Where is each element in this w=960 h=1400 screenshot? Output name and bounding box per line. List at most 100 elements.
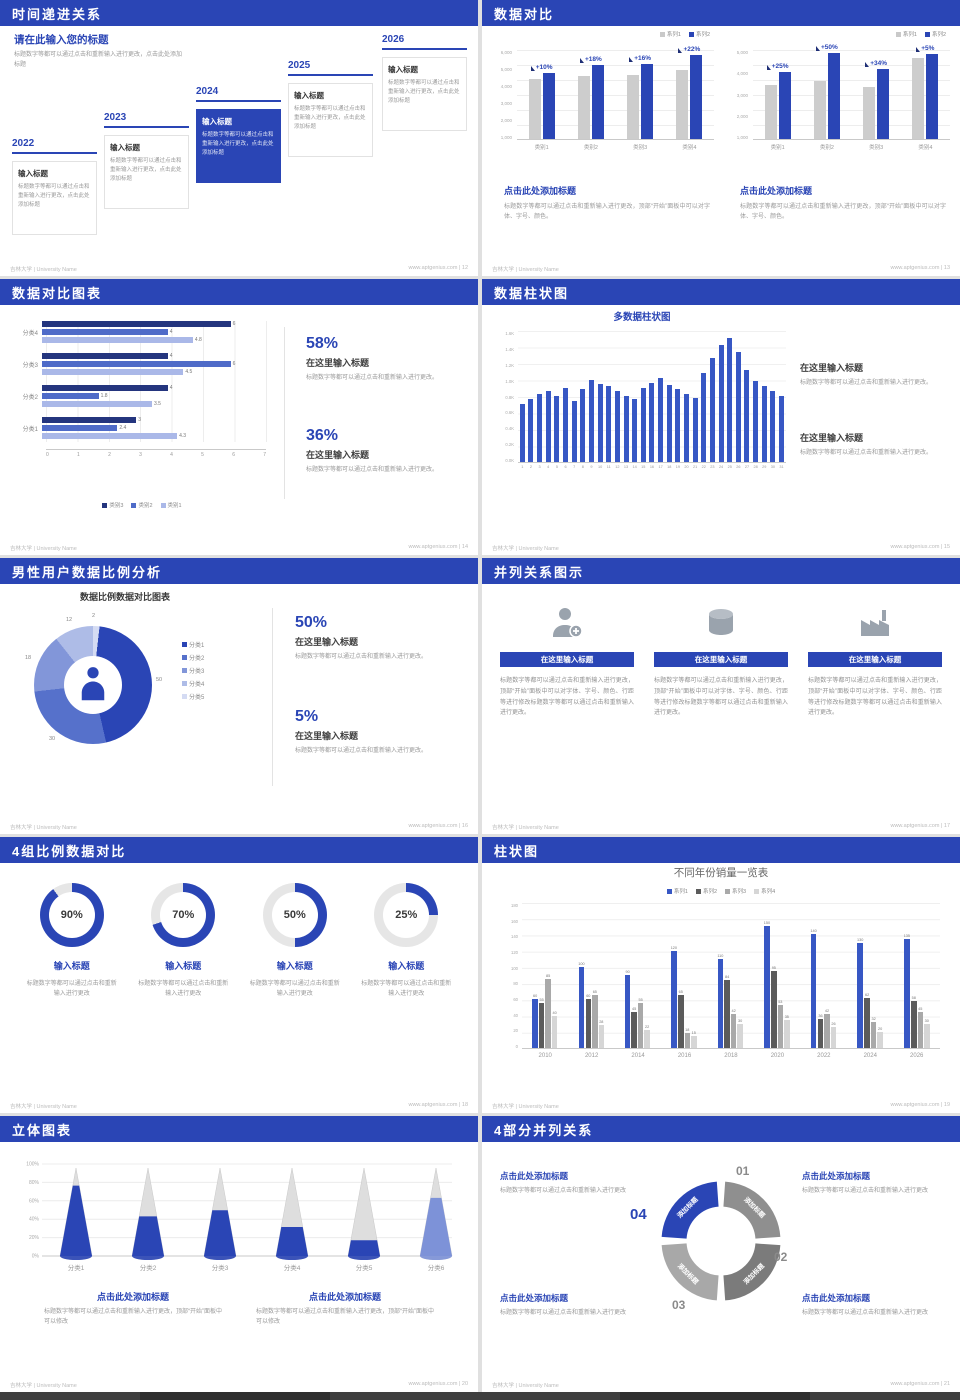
bar [666,384,672,462]
bar [580,389,586,462]
slice-value-label: 30 [49,736,56,742]
footer-university: 吉林大学 | University Name [492,546,559,552]
timeline-item-text: 标题数字等都可以通过点击和重新输入进行更改，点击此处添加标题 [110,158,182,182]
caption-title: 点击此处添加标题 [500,1171,569,1181]
grouped-bar-chart: 180 160 140 120 100 80 60 40 20 0 60 55 85 40 100 60 65 2… [502,903,940,1091]
slide-body: 数据比例数据对比图表 2 50 30 18 12 分类1 分类2 分类3 分类4 分类5 50%… [0,584,478,822]
bar-column [717,344,726,462]
y-tick-label: 5,000 [500,67,512,72]
bar-line: 2.4 [42,425,268,431]
series1-bar [528,79,541,139]
bar-column [561,387,570,462]
icon-box [500,602,634,644]
x-tick-label: 7 [263,452,266,458]
slide-21-four-part-relationship[interactable]: 4部分并列关系 点击此处添加标题 标题数字等都可以通过点击和重新输入进行更改 点… [482,1116,960,1392]
bar [744,369,750,462]
bar [675,389,681,462]
legend-item: 系列2 [688,30,710,38]
bar [42,369,184,375]
bar-pair [912,53,939,139]
ring-percent: 90% [60,909,83,921]
progress-ring: 50% [262,883,327,947]
bar-column [553,396,562,462]
bar-line: 3.5 [42,401,268,407]
series1-bar [912,58,925,139]
slide-16-male-user-ratio[interactable]: 男性用户数据比例分析 数据比例数据对比图表 2 50 30 18 12 分类1 分类2 分类… [0,558,478,834]
bar [877,1031,883,1048]
value-label: 30 [738,1018,743,1023]
series1-bar [627,74,640,139]
caption-text: 标题数字等都可以通过点击和重新输入进行更改 [802,1188,929,1194]
donut-chart: 2 50 30 18 12 [18,610,168,760]
value-label: 2.4 [119,425,127,431]
x-tick-label: 2024 [863,1053,877,1059]
slide-13-data-comparison[interactable]: 数据对比 系列1 系列2 6,000 5,000 4,000 3,000 2,000 1,0… [482,0,960,276]
value-label: 53 [778,1000,783,1004]
x-tick-label: 29 [762,465,767,469]
y-tick-label: 0.4K [505,426,514,432]
category-label: 分类4 [22,330,38,337]
y-tick-label: 0.8K [505,394,514,400]
caption-title: 点击此处添加标题 [96,1292,169,1302]
x-tick-label: 1 [77,452,80,458]
slide-title: 数据对比图表 [12,285,103,301]
slide-14-comparison-bar-chart[interactable]: 数据对比图表 分类4 6 4 4.8 分类3 4 6 4.5 分类2 4 1.8 3.5 分类1 3 2.4… [0,279,478,555]
database-icon [709,609,733,635]
value-label: 40 [552,1010,557,1015]
bar-column [656,377,665,462]
bar [917,1011,924,1048]
footer-site-page: www.aptgenius.com | 15 [890,544,950,550]
stat-text: 标题数字等都可以通过点击和重新输入进行更改。 [306,375,439,381]
bar-column: 53 [777,1000,784,1048]
slide-12-time-progression[interactable]: 时间递进关系 请在此输入您的标题 标题数字等都可以通过点击和重新输入进行更改，点… [0,0,478,276]
bar [640,387,646,462]
x-tick-label: 2 [108,452,111,458]
bar-line: 4 [42,385,268,391]
y-tick-label: 60% [29,1198,40,1204]
bar [614,391,620,462]
parallel-columns: 在这里输入标题 标题数字等都可以通过点击和重新输入进行更改，顶部“开始”面板中可… [482,584,960,719]
cropped-block [140,1392,330,1400]
bar [737,1023,743,1048]
y-tick-label: 140 [511,934,518,940]
legend-item: 分类1 [182,640,204,649]
value-label: 62 [865,992,870,997]
slide-15-multi-bar-chart[interactable]: 数据柱状图 多数据柱状图 1.6K 1.4K 1.2K 1.0K 0.8K 0.6K 0.4… [482,279,960,555]
bar-column [682,394,691,462]
percent-text: +16% [634,55,652,62]
bar-group: +25% [764,63,791,139]
value-label: 84 [725,974,730,979]
slide-17-parallel-relationship[interactable]: 并列关系图示 在这里输入标题 标题数字等都可以通过点击和重新输入进行更改，顶部“… [482,558,960,834]
y-tick-label: 180 [511,903,518,908]
bar-row: 分类1 3 2.4 4.3 [16,417,268,439]
y-tick-label: 6,000 [500,50,512,55]
x-tick-label: 27 [744,465,750,469]
bar [637,1003,644,1048]
bar [632,399,638,462]
block-title: 在这里输入标题 [800,363,864,373]
progress-ring: 90% [39,883,104,947]
x-tick-label: 2020 [770,1053,785,1059]
bar-column [743,369,752,462]
bar [817,1018,824,1048]
bar [678,995,684,1048]
bar [42,425,118,431]
bar-column: 55 [538,998,545,1048]
slide-18-ratio-comparison[interactable]: 4组比例数据对比 90% 输入标题 标题数字等都可以通过点击和重新输入进行更改 [0,837,478,1113]
bar [864,997,870,1048]
x-tick-label: 22 [701,465,706,469]
percent-label: +22% [678,46,700,53]
cone-fill-base [60,1252,92,1260]
legend-swatch [102,502,108,508]
stat-percent: 36% [306,427,339,444]
bar-column [769,391,778,462]
bar-column: 84 [724,975,730,1048]
stat-block: 36% 在这里输入标题 标题数字等都可以通过点击和重新输入进行更改。 [306,427,461,475]
value-label: 4.3 [179,433,187,439]
bar [779,396,785,462]
stat-text: 标题数字等都可以通过点击和重新输入进行更改。 [295,654,428,660]
cone-fill [132,1216,164,1256]
slide-20-3d-cone-chart[interactable]: 立体图表 100% 80% 60% 40% 20% 0% 分类1 分类2 分类3 分类4 分类5 分类… [0,1116,478,1392]
bar-column [760,386,769,462]
slide-19-yearly-sales-chart[interactable]: 柱状图 不同年份销量一览表 系列1 系列2 系列3 系列4 180 160 140 120 1… [482,837,960,1113]
